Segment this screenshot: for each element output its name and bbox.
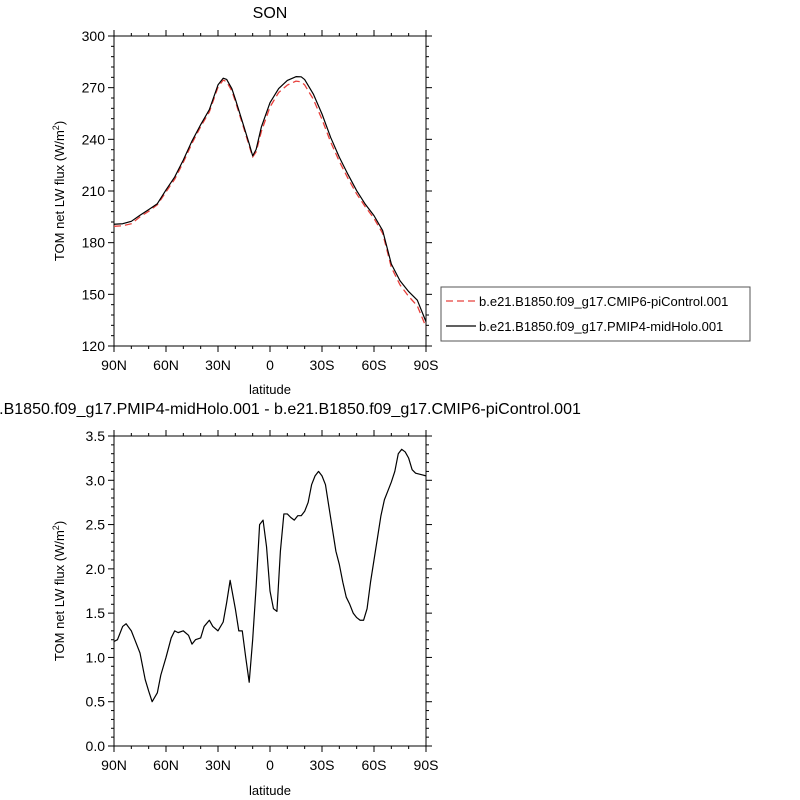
top-x-tick-label: 60S: [362, 357, 387, 373]
top-plot-frame: [113, 35, 427, 347]
top-series-line-1: [113, 76, 427, 322]
top-x-tick-label: 0: [266, 357, 274, 373]
legend-label-picontrol: b.e21.B1850.f09_g17.CMIP6-piControl.001: [479, 294, 728, 309]
bottom-x-tick-label: 90S: [414, 757, 439, 773]
bottom-x-axis-ticks: 90N 60N 30N 0 30S 60S 90S: [101, 430, 438, 773]
bottom-y-tick-label: 3.0: [86, 472, 106, 488]
bottom-chart-panel: b.e21.B1850.f09_g17.PMIP4-midHolo.001 - …: [0, 401, 581, 798]
bottom-series-line-0: [113, 448, 427, 703]
top-x-tick-label: 60N: [153, 357, 179, 373]
top-y-axis-ticks: 120 150 180 210 240 270 300: [82, 28, 432, 354]
top-y-tick-label: 300: [82, 28, 106, 44]
bottom-series-group: [113, 448, 427, 703]
bottom-y-axis-label: TOM net LW flux (W/m2): [51, 521, 67, 661]
bottom-y-tick-label: 0.0: [86, 738, 106, 754]
top-chart-panel: SON 120 150 180 210 240 270 300 90N 60N 30N 0 30S 6…: [51, 5, 751, 397]
top-y-tick-label: 240: [82, 131, 106, 147]
top-chart-title: SON: [253, 5, 288, 22]
top-series-group: [113, 76, 427, 328]
bottom-x-tick-label: 60S: [362, 757, 387, 773]
top-y-tick-label: 150: [82, 286, 106, 302]
top-x-tick-label: 90S: [414, 357, 439, 373]
bottom-y-tick-label: 2.5: [86, 517, 106, 533]
top-x-tick-label: 90N: [101, 357, 127, 373]
bottom-x-tick-label: 0: [266, 757, 274, 773]
bottom-y-axis-ticks: 0.0 0.5 1.0 1.5 2.0 2.5 3.0 3.5: [86, 428, 432, 754]
bottom-x-axis-label: latitude: [249, 783, 291, 798]
bottom-y-tick-label: 2.0: [86, 561, 106, 577]
top-x-tick-label: 30N: [205, 357, 231, 373]
bottom-y-tick-label: 1.5: [86, 605, 106, 621]
bottom-x-tick-label: 30S: [310, 757, 335, 773]
bottom-chart-title: b.e21.B1850.f09_g17.PMIP4-midHolo.001 - …: [0, 401, 581, 418]
top-series-line-0: [113, 79, 427, 328]
bottom-x-tick-label: 30N: [205, 757, 231, 773]
bottom-x-tick-label: 90N: [101, 757, 127, 773]
top-y-axis-label: TOM net LW flux (W/m2): [51, 121, 67, 261]
top-y-tick-label: 180: [82, 235, 106, 251]
bottom-y-tick-label: 3.5: [86, 428, 106, 444]
top-x-axis-label: latitude: [249, 382, 291, 397]
top-x-tick-label: 30S: [310, 357, 335, 373]
top-y-tick-label: 210: [82, 183, 106, 199]
top-x-axis-ticks: 90N 60N 30N 0 30S 60S 90S: [101, 30, 438, 373]
top-y-tick-label: 120: [82, 338, 106, 354]
bottom-y-tick-label: 0.5: [86, 694, 106, 710]
bottom-y-tick-label: 1.0: [86, 649, 106, 665]
legend-box: [440, 286, 751, 342]
bottom-x-tick-label: 60N: [153, 757, 179, 773]
legend: b.e21.B1850.f09_g17.CMIP6-piControl.001 …: [440, 286, 751, 342]
legend-label-midholo: b.e21.B1850.f09_g17.PMIP4-midHolo.001: [479, 319, 723, 334]
top-y-tick-label: 270: [82, 80, 106, 96]
